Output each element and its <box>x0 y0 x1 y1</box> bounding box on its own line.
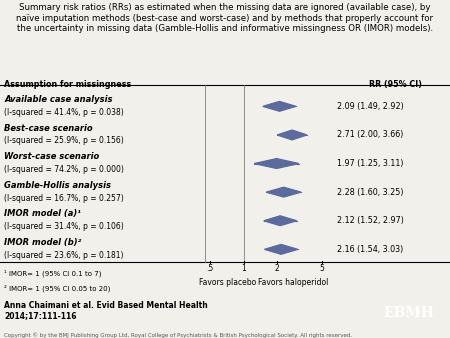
Text: 1.97 (1.25, 3.11): 1.97 (1.25, 3.11) <box>337 159 403 168</box>
Text: IMOR model (b)²: IMOR model (b)² <box>4 238 82 247</box>
Text: 1: 1 <box>241 264 246 273</box>
Text: .5: .5 <box>206 264 213 273</box>
Text: (I-squared = 31.4%, p = 0.106): (I-squared = 31.4%, p = 0.106) <box>4 222 124 231</box>
Text: 2.71 (2.00, 3.66): 2.71 (2.00, 3.66) <box>337 130 403 140</box>
Text: Copyright © by the BMJ Publishing Group Ltd, Royal College of Psychiatrists & Br: Copyright © by the BMJ Publishing Group … <box>4 332 353 338</box>
Text: (I-squared = 25.9%, p = 0.156): (I-squared = 25.9%, p = 0.156) <box>4 136 124 145</box>
Text: Favors placebo: Favors placebo <box>199 278 256 287</box>
Text: Favors haloperidol: Favors haloperidol <box>258 278 329 287</box>
Text: 2.28 (1.60, 3.25): 2.28 (1.60, 3.25) <box>337 188 403 197</box>
Text: ² IMOR= 1 (95% CI 0.05 to 20): ² IMOR= 1 (95% CI 0.05 to 20) <box>4 285 111 292</box>
Polygon shape <box>264 216 297 225</box>
Text: (I-squared = 16.7%, p = 0.257): (I-squared = 16.7%, p = 0.257) <box>4 194 124 202</box>
Text: ¹ IMOR= 1 (95% CI 0.1 to 7): ¹ IMOR= 1 (95% CI 0.1 to 7) <box>4 270 102 277</box>
Text: 2.12 (1.52, 2.97): 2.12 (1.52, 2.97) <box>337 216 404 225</box>
Polygon shape <box>254 159 299 168</box>
Text: Anna Chaimani et al. Evid Based Mental Health
2014;17:111-116: Anna Chaimani et al. Evid Based Mental H… <box>4 301 208 320</box>
Text: Summary risk ratios (RRs) as estimated when the missing data are ignored (availa: Summary risk ratios (RRs) as estimated w… <box>17 3 433 33</box>
Polygon shape <box>263 101 296 111</box>
Text: (I-squared = 23.6%, p = 0.181): (I-squared = 23.6%, p = 0.181) <box>4 251 124 260</box>
Text: RR (95% CI): RR (95% CI) <box>369 80 422 89</box>
Text: 2: 2 <box>275 264 280 273</box>
Text: (I-squared = 41.4%, p = 0.038): (I-squared = 41.4%, p = 0.038) <box>4 108 124 117</box>
Polygon shape <box>266 187 301 197</box>
Text: Worst-case scenario: Worst-case scenario <box>4 152 100 161</box>
Text: IMOR model (a)¹: IMOR model (a)¹ <box>4 210 81 218</box>
Text: Assumption for missingness: Assumption for missingness <box>4 80 132 89</box>
Text: (I-squared = 74.2%, p = 0.000): (I-squared = 74.2%, p = 0.000) <box>4 165 124 174</box>
Text: Gamble-Hollis analysis: Gamble-Hollis analysis <box>4 181 112 190</box>
Polygon shape <box>277 130 307 140</box>
Text: 2.09 (1.49, 2.92): 2.09 (1.49, 2.92) <box>337 102 404 111</box>
Text: Available case analysis: Available case analysis <box>4 95 113 104</box>
Text: EBMH: EBMH <box>383 306 434 320</box>
Polygon shape <box>265 244 297 254</box>
Text: 5: 5 <box>320 264 324 273</box>
Text: 2.16 (1.54, 3.03): 2.16 (1.54, 3.03) <box>337 245 403 254</box>
Text: Best-case scenario: Best-case scenario <box>4 124 93 132</box>
